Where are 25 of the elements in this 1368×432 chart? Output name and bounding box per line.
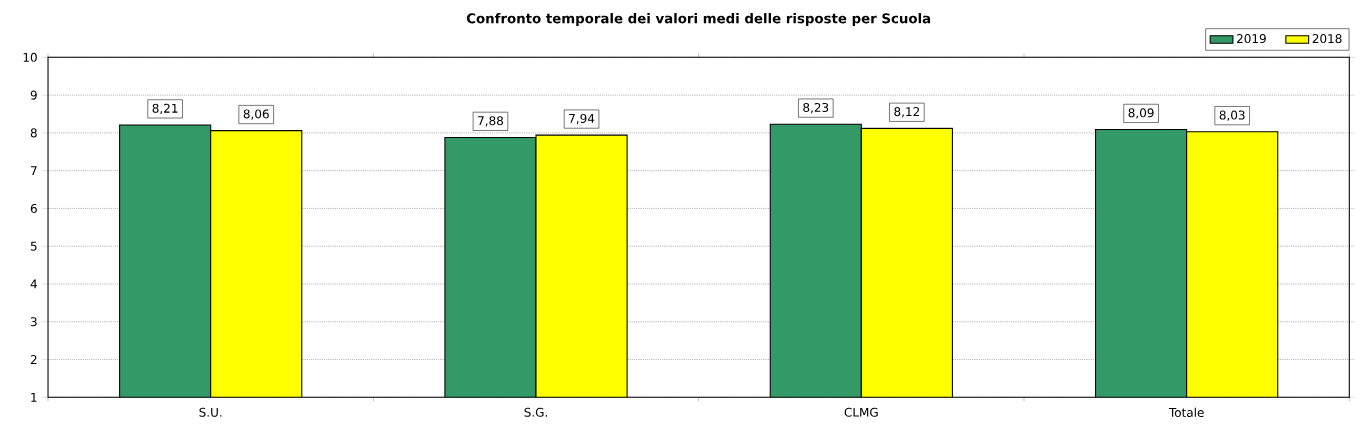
y-tick-label: 10 <box>23 52 37 62</box>
y-tick-label: 9 <box>30 90 37 100</box>
data-label: 8,23 <box>803 102 829 114</box>
legend-label: 2019 <box>1237 34 1266 44</box>
data-label: 8,03 <box>1219 110 1245 121</box>
chart-title: Confronto temporale dei valori medi delle risposte per Scuola <box>466 13 931 26</box>
y-tick-label: 4 <box>30 279 37 289</box>
data-label: 8,21 <box>152 103 178 115</box>
legend-label: 2018 <box>1312 34 1342 44</box>
x-tick-label: S.G. <box>524 407 547 417</box>
y-tick-label: 8 <box>30 128 37 138</box>
data-label: 7,94 <box>569 113 595 125</box>
x-tick-label: S.U. <box>199 407 222 417</box>
data-label: 8,06 <box>243 109 269 120</box>
y-tick-label: 3 <box>30 317 37 327</box>
x-tick-label: CLMG <box>844 407 878 417</box>
y-tick-label: 6 <box>30 203 37 213</box>
data-label: 8,12 <box>894 107 920 118</box>
y-tick-label: 5 <box>30 241 37 251</box>
y-tick-label: 1 <box>31 392 37 402</box>
data-label: 7,88 <box>478 116 503 127</box>
y-tick-label: 7 <box>30 166 37 176</box>
data-label: 8,09 <box>1128 108 1154 119</box>
y-tick-label: 2 <box>30 355 37 364</box>
x-tick-label: Totale <box>1168 407 1204 417</box>
